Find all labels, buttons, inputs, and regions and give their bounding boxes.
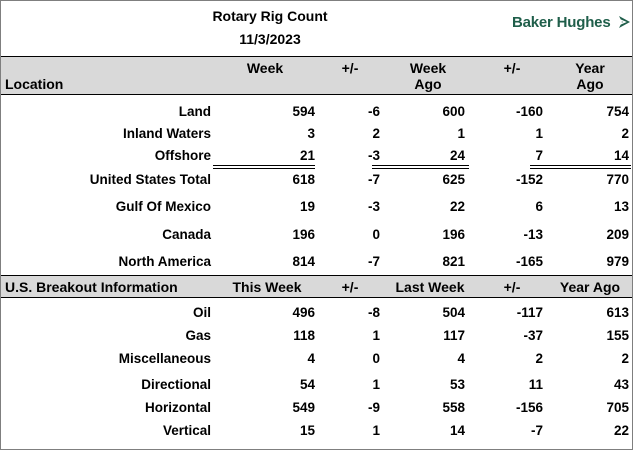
report-title: Rotary Rig Count [212, 8, 328, 24]
week-ago-header-line2: Ago [414, 76, 442, 92]
cell-change2: 6 [535, 199, 543, 214]
company-logo: Baker Hughes [512, 14, 631, 32]
cell-change2: 7 [535, 148, 543, 163]
cell-week: 21 [299, 148, 315, 163]
cell-week-ago: 22 [449, 199, 465, 214]
cell-week-ago: 1 [457, 126, 465, 141]
cell-week: 15 [299, 423, 315, 438]
cell-week: 814 [292, 254, 315, 269]
row-label: North America [118, 254, 211, 269]
cell-year-ago: 2 [621, 351, 629, 366]
year-ago-header-line1: Year [575, 60, 605, 76]
cell-week-ago: 24 [449, 148, 465, 163]
row-label: Land [178, 104, 211, 119]
cell-change: -7 [367, 172, 380, 187]
logo-wordmark: Baker Hughes [512, 14, 611, 31]
cell-year-ago: 209 [606, 227, 629, 242]
cell-change2: -117 [516, 305, 543, 320]
row-label: Directional [141, 377, 211, 392]
cell-week-ago: 600 [442, 104, 465, 119]
cell-year-ago: 13 [613, 199, 629, 214]
cell-week-ago: 14 [449, 423, 465, 438]
report-date: 11/3/2023 [239, 31, 301, 47]
cell-week: 549 [292, 400, 315, 415]
cell-year-ago: 770 [606, 172, 629, 187]
row-label: Inland Waters [122, 126, 211, 141]
last-week-header: Last Week [395, 279, 465, 295]
cell-week: 196 [292, 227, 315, 242]
cell-change: 1 [372, 328, 380, 343]
cell-week: 118 [293, 328, 315, 343]
cell-change: 1 [372, 377, 380, 392]
logo-chevron-icon [617, 16, 630, 28]
cell-change: -7 [367, 254, 380, 269]
row-label: United States Total [89, 172, 211, 187]
change2-header: +/- [503, 60, 521, 76]
cell-week-ago: 196 [442, 227, 465, 242]
cell-week-ago: 558 [442, 400, 465, 415]
change-header: +/- [341, 60, 359, 76]
change2-header: +/- [503, 279, 521, 295]
row-label: Gas [185, 328, 211, 343]
cell-week-ago: 625 [442, 172, 465, 187]
cell-week: 496 [292, 305, 315, 320]
year-ago-header-line2: Ago [576, 76, 604, 92]
cell-change2: 1 [535, 126, 543, 141]
cell-week: 19 [299, 199, 315, 214]
cell-year-ago: 705 [606, 400, 629, 415]
cell-week: 4 [307, 351, 315, 366]
location-header: Location [5, 76, 64, 92]
cell-year-ago: 979 [606, 254, 629, 269]
cell-year-ago: 155 [606, 328, 629, 343]
week-ago-header-line1: Week [409, 60, 447, 76]
cell-change: -3 [367, 199, 380, 214]
cell-change2: -160 [515, 104, 543, 119]
breakout-header: U.S. Breakout Information [5, 279, 178, 295]
cell-year-ago: 613 [606, 305, 629, 320]
location-header-band [1, 56, 632, 94]
cell-year-ago: 14 [613, 148, 629, 163]
cell-week: 594 [292, 104, 315, 119]
cell-year-ago: 43 [613, 377, 629, 392]
cell-change: 2 [372, 126, 380, 141]
cell-week: 618 [292, 172, 315, 187]
cell-week: 3 [307, 126, 315, 141]
week-header: Week [246, 60, 284, 76]
cell-change2: -152 [515, 172, 543, 187]
cell-change: -3 [367, 148, 380, 163]
cell-week-ago: 117 [443, 328, 465, 343]
cell-year-ago: 22 [613, 423, 629, 438]
cell-change: 0 [372, 351, 380, 366]
row-label: Miscellaneous [118, 351, 211, 366]
this-week-header: This Week [232, 279, 302, 295]
cell-change: -6 [367, 104, 380, 119]
cell-change2: 11 [528, 377, 543, 392]
cell-change: -9 [367, 400, 380, 415]
cell-year-ago: 754 [606, 104, 629, 119]
breakout-header-band [1, 275, 632, 297]
cell-week-ago: 504 [442, 305, 465, 320]
row-label: Oil [192, 305, 211, 320]
cell-change2: -37 [523, 328, 543, 343]
change-header: +/- [341, 279, 359, 295]
cell-change2: -13 [523, 227, 543, 242]
cell-change: 1 [372, 423, 380, 438]
cell-change: 0 [372, 227, 380, 242]
row-label: Gulf Of Mexico [115, 199, 211, 214]
cell-week-ago: 53 [449, 377, 465, 392]
row-label: Vertical [162, 423, 211, 438]
cell-change2: -156 [515, 400, 543, 415]
cell-change: -8 [367, 305, 380, 320]
cell-change2: -165 [515, 254, 543, 269]
cell-year-ago: 2 [621, 126, 629, 141]
cell-week-ago: 821 [442, 254, 465, 269]
cell-week-ago: 4 [457, 351, 465, 366]
cell-change2: 2 [535, 351, 543, 366]
year-ago-header: Year Ago [559, 279, 621, 295]
cell-week: 54 [299, 377, 315, 392]
row-label: Horizontal [145, 400, 211, 415]
row-label: Offshore [154, 148, 211, 163]
cell-change2: -7 [530, 423, 543, 438]
row-label: Canada [162, 227, 211, 242]
